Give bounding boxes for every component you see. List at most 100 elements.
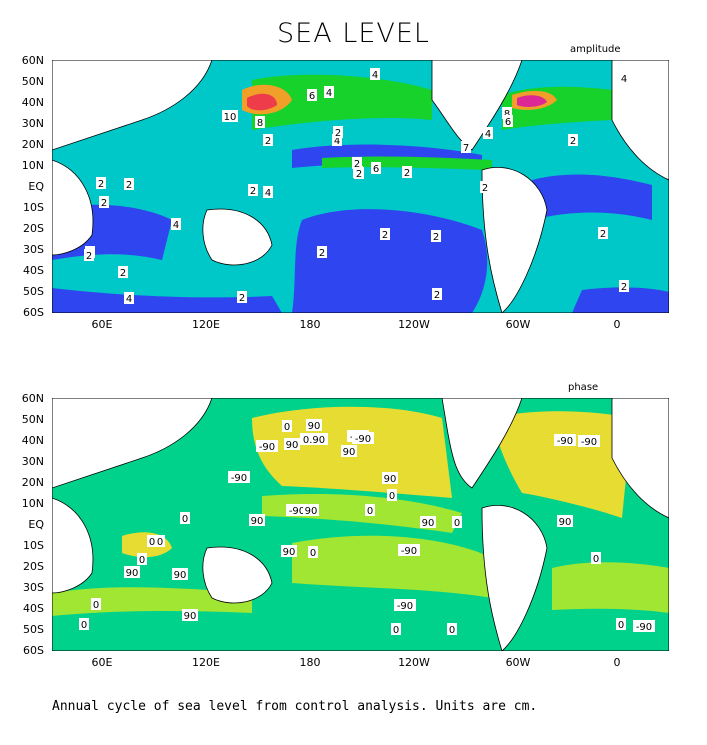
phase-contour-label: 0 — [157, 537, 163, 548]
amp-southern-ocean-low — [52, 288, 282, 313]
amp-contour-label: 4 — [372, 70, 378, 81]
phase-label-box — [180, 512, 190, 524]
phase-label-box — [557, 515, 573, 527]
phase-x-tick: 120W — [398, 656, 430, 669]
amp-contour-label: 2 — [570, 136, 576, 147]
amp-y-tick: 30N — [21, 117, 44, 130]
phase-x-tick: 60E — [91, 656, 113, 669]
phase-contour-label: 90 — [308, 421, 321, 432]
phase-contour-label: 90 — [384, 474, 397, 485]
amp-label-box — [222, 110, 238, 122]
phase-contour-label: 90 — [174, 570, 187, 581]
phase-contour-label: 0 — [593, 554, 599, 565]
phase-label-box — [365, 504, 375, 516]
phase-equatorial-yellowgreen — [262, 493, 462, 533]
phase-contour-label: -90 — [259, 442, 275, 453]
amp-contour-label: 2 — [382, 230, 388, 241]
phase-south-pacific-yellowgreen — [292, 535, 492, 598]
amp-label-box — [118, 266, 128, 278]
amp-label-box — [237, 291, 247, 303]
amp-y-tick: 20S — [23, 222, 44, 235]
amp-label-box — [432, 288, 442, 300]
amp-contour-label: 2 — [434, 290, 440, 301]
phase-label-box — [147, 535, 157, 547]
amp-label-box — [402, 166, 412, 178]
phase-label-box — [306, 419, 322, 431]
amp-label-box — [619, 280, 629, 292]
phase-label-box — [182, 609, 198, 621]
amp-label-box — [502, 107, 512, 119]
amp-label-box — [483, 127, 493, 139]
amp-contour-label: 2 — [250, 186, 256, 197]
amp-contour-label: 7 — [463, 143, 469, 154]
phase-contour-label: 0 — [149, 537, 155, 548]
amp-label-box — [263, 186, 273, 198]
phase-south-atlantic-yellowgreen — [552, 562, 669, 613]
amp-label-box — [248, 184, 258, 196]
phase-contour-label: 90 — [286, 440, 299, 451]
phase-contour-label: 90 — [126, 568, 139, 579]
amp-label-box — [480, 181, 490, 193]
phase-contour-label: 0 — [182, 514, 188, 525]
amp-y-tick: 50S — [23, 285, 44, 298]
amp-x-tick: 0 — [613, 318, 621, 331]
amp-contour-label: 6 — [309, 91, 315, 102]
amp-x-tick: 60W — [505, 318, 531, 331]
phase-south-america-land — [481, 505, 548, 651]
amp-contour-label: 4 — [621, 74, 627, 85]
phase-y-tick: 60N — [21, 392, 44, 405]
amp-contour-label: 4 — [485, 129, 491, 140]
amp-label-box — [333, 126, 343, 138]
phase-contour-label: -90 — [581, 437, 597, 448]
amp-label-box — [324, 86, 334, 98]
amp-label-box — [255, 116, 265, 128]
amp-contour-label: 4 — [326, 88, 332, 99]
phase-y-tick: 30S — [23, 581, 44, 594]
amp-y-tick: 30S — [23, 243, 44, 256]
phase-label-box — [282, 420, 292, 432]
phase-y-tick: 20N — [21, 476, 44, 489]
amp-label-box — [568, 134, 578, 146]
phase-y-tick: 40S — [23, 602, 44, 615]
amp-label-box — [431, 230, 441, 242]
amp-x-tick: 120W — [398, 318, 430, 331]
phase-y-tick: 30N — [21, 455, 44, 468]
phase-y-tick: 40N — [21, 434, 44, 447]
phase-contour-label: -90 — [355, 434, 371, 445]
amp-contour-labels: 4464108424286472222444622222242242222222 — [84, 68, 629, 305]
phase-contour-label: -90 — [557, 436, 573, 447]
phase-label-box — [578, 435, 600, 447]
phase-label-box — [172, 568, 188, 580]
phase-y-tick: 10N — [21, 497, 44, 510]
phase-contour-label: 90 — [422, 518, 435, 529]
phase-label-box — [341, 445, 357, 457]
phase-y-tick: 10S — [23, 539, 44, 552]
amp-contour-label: 4 — [334, 136, 340, 147]
phase-label-box — [554, 434, 576, 446]
amp-y-tick: 60N — [21, 54, 44, 67]
amp-contour-label: 10 — [224, 112, 237, 123]
phase-eurasia-land — [52, 398, 213, 489]
phase-north-america-land — [441, 398, 523, 489]
phase-contour-label: 0 — [393, 625, 399, 636]
amp-label-box — [124, 292, 134, 304]
phase-y-tick: 50S — [23, 623, 44, 636]
phase-label-box — [79, 618, 89, 630]
amp-label-box — [380, 228, 390, 240]
amp-contour-label: 2 — [335, 128, 341, 139]
amp-contour-label: 2 — [600, 229, 606, 240]
amp-label-box — [171, 218, 181, 230]
amp-y-tick: 10N — [21, 159, 44, 172]
phase-contour-label: -90 — [397, 601, 413, 612]
amp-contour-label: 6 — [373, 164, 379, 175]
amp-south-atlantic-low — [572, 287, 669, 313]
amp-contour-label: 2 — [433, 232, 439, 243]
amp-atlantic-low — [532, 174, 652, 220]
phase-label-box — [447, 623, 457, 635]
phase-label-box — [591, 552, 601, 564]
phase-label-box — [303, 504, 319, 516]
phase-label-box — [281, 545, 297, 557]
amp-contour-label: 4 — [265, 188, 271, 199]
phase-southern-yellowgreen — [52, 587, 252, 616]
phase-y-tick: 50N — [21, 413, 44, 426]
